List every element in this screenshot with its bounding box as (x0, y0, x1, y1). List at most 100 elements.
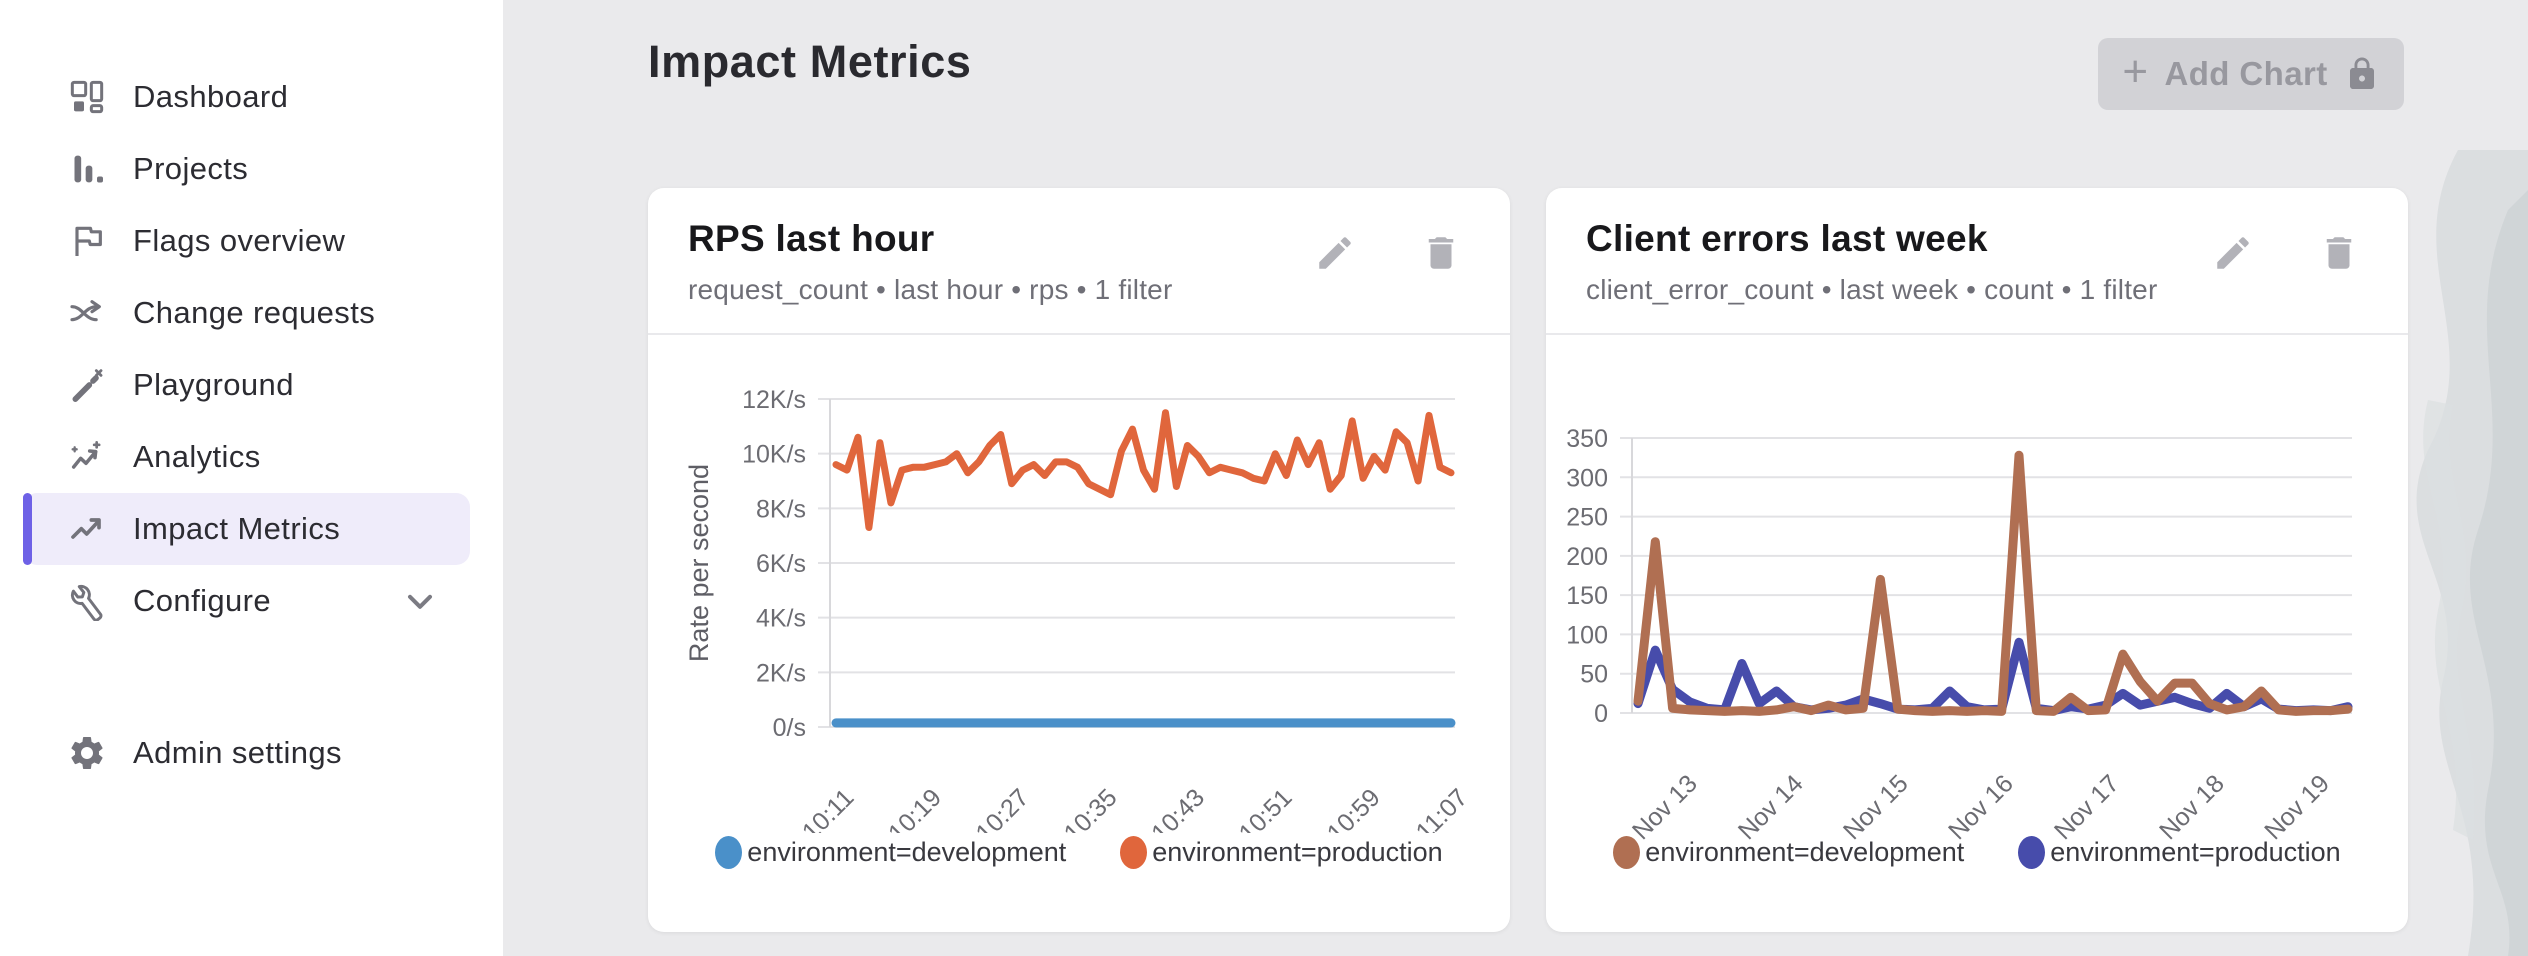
legend-dot (715, 836, 743, 869)
svg-text:300: 300 (1566, 464, 1608, 492)
svg-text:350: 350 (1566, 425, 1608, 453)
rps-chart-area: 12K/s 10K/s 8K/s 6K/s 4K/s 2K/s 0/s 10:11 10:19 1… (648, 333, 1510, 833)
card-header: RPS last hour request_count • last hour … (648, 188, 1510, 335)
svg-text:100: 100 (1566, 621, 1608, 649)
sidebar-item-change-requests[interactable]: Change requests (23, 277, 470, 349)
sidebar-item-label: Admin settings (133, 735, 342, 770)
lock-icon (2349, 57, 2374, 89)
sidebar-item-flags-overview[interactable]: Flags overview (23, 205, 470, 277)
svg-text:11:07: 11:07 (1411, 783, 1474, 833)
playground-icon (67, 365, 107, 405)
sidebar-item-label: Dashboard (133, 79, 289, 114)
client-errors-chart-legend: environment=development environment=produ… (1546, 836, 2408, 869)
svg-text:Nov 17: Nov 17 (2049, 769, 2125, 845)
sidebar-item-label: Playground (133, 367, 294, 402)
change-requests-icon (67, 293, 107, 333)
edit-chart-button[interactable] (1314, 232, 1356, 274)
impact-metrics-icon (67, 509, 107, 549)
svg-text:10:27: 10:27 (970, 783, 1034, 833)
client-errors-chart: 350 300 250 200 150 100 50 0 Nov 13 Nov 14 Nov 15 N… (1566, 425, 2353, 845)
delete-chart-button[interactable] (1420, 232, 1462, 274)
legend-dot (2018, 836, 2046, 869)
card-actions (1314, 232, 1462, 274)
svg-text:10K/s: 10K/s (742, 441, 806, 469)
add-chart-label: Add Chart (2164, 55, 2328, 92)
sidebar: Dashboard Projects Fla (0, 0, 503, 956)
sidebar-item-configure[interactable]: Configure (23, 565, 470, 637)
card-actions (2212, 232, 2360, 274)
svg-text:50: 50 (1580, 661, 1608, 689)
card-header: Client errors last week client_error_cou… (1546, 188, 2408, 335)
sidebar-item-dashboard[interactable]: Dashboard (23, 61, 470, 133)
svg-text:10:19: 10:19 (883, 783, 947, 833)
sidebar-item-projects[interactable]: Projects (23, 133, 470, 205)
svg-text:150: 150 (1566, 582, 1608, 610)
svg-text:10:51: 10:51 (1234, 783, 1298, 833)
pencil-icon (2217, 237, 2249, 269)
svg-text:10:11: 10:11 (797, 783, 860, 833)
legend-label: environment=development (1645, 837, 1965, 867)
sidebar-item-admin-settings[interactable]: Admin settings (23, 717, 470, 789)
svg-text:Nov 19: Nov 19 (2259, 769, 2335, 845)
svg-text:200: 200 (1566, 543, 1608, 571)
svg-text:6K/s: 6K/s (756, 550, 806, 578)
svg-text:0: 0 (1594, 700, 1608, 728)
svg-text:10:35: 10:35 (1059, 783, 1123, 833)
svg-text:Nov 15: Nov 15 (1838, 769, 1914, 845)
gear-icon (67, 733, 107, 773)
projects-icon (67, 149, 107, 189)
trash-icon (2326, 237, 2352, 269)
svg-text:Nov 14: Nov 14 (1733, 769, 1809, 845)
trash-icon (1428, 237, 1454, 269)
sidebar-item-label: Flags overview (133, 223, 346, 258)
client-errors-chart-area: 350 300 250 200 150 100 50 0 Nov 13 Nov 14 Nov 15 N… (1546, 370, 2408, 848)
sidebar-item-label: Impact Metrics (133, 511, 341, 546)
card-subtitle: request_count • last hour • rps • 1 filt… (688, 274, 1173, 305)
card-title: RPS last hour (688, 218, 935, 259)
svg-text:10:43: 10:43 (1146, 783, 1210, 833)
plus-icon: + (2122, 47, 2149, 96)
chart-card-rps: RPS last hour request_count • last hour … (648, 188, 1510, 932)
svg-text:Rate per second: Rate per second (684, 464, 714, 662)
dashboard-icon (67, 77, 107, 117)
rps-chart-legend: environment=development environment=produ… (648, 836, 1510, 869)
analytics-icon (67, 437, 107, 477)
flag-icon (67, 221, 107, 261)
card-title: Client errors last week (1586, 218, 1988, 259)
edit-chart-button[interactable] (2212, 232, 2254, 274)
legend-item: environment=production (2018, 836, 2341, 869)
legend-label: environment=production (2050, 837, 2341, 867)
svg-text:2K/s: 2K/s (756, 659, 806, 687)
legend-dot (1613, 836, 1641, 869)
chevron-down-icon (400, 584, 440, 618)
svg-text:10:59: 10:59 (1322, 783, 1386, 833)
svg-text:Nov 18: Nov 18 (2154, 769, 2230, 845)
card-subtitle: client_error_count • last week • count •… (1586, 274, 2158, 305)
sidebar-item-label: Projects (133, 151, 249, 186)
svg-text:Nov 16: Nov 16 (1943, 769, 2019, 845)
sidebar-nav: Dashboard Projects Fla (0, 61, 503, 637)
sidebar-item-playground[interactable]: Playground (23, 349, 470, 421)
sidebar-item-label: Configure (133, 583, 272, 618)
rps-chart: 12K/s 10K/s 8K/s 6K/s 4K/s 2K/s 0/s 10:11 10:19 1… (684, 386, 1474, 833)
delete-chart-button[interactable] (2318, 232, 2360, 274)
pencil-icon (1319, 237, 1351, 269)
svg-text:250: 250 (1566, 504, 1608, 532)
configure-icon (67, 581, 107, 621)
page-title: Impact Metrics (648, 36, 972, 87)
svg-text:8K/s: 8K/s (756, 495, 806, 523)
chart-card-client-errors: Client errors last week client_error_cou… (1546, 188, 2408, 932)
sidebar-item-label: Change requests (133, 295, 376, 330)
svg-text:Nov 13: Nov 13 (1627, 769, 1703, 845)
add-chart-button[interactable]: + Add Chart (2098, 38, 2404, 110)
svg-text:0/s: 0/s (773, 714, 806, 742)
sidebar-item-impact-metrics[interactable]: Impact Metrics (23, 493, 470, 565)
legend-item: environment=development (1613, 836, 1964, 869)
legend-dot (1120, 836, 1148, 869)
sidebar-item-label: Analytics (133, 439, 261, 474)
sidebar-item-analytics[interactable]: Analytics (23, 421, 470, 493)
legend-item: environment=development (715, 836, 1066, 869)
legend-label: environment=development (747, 837, 1067, 867)
svg-text:4K/s: 4K/s (756, 605, 806, 633)
